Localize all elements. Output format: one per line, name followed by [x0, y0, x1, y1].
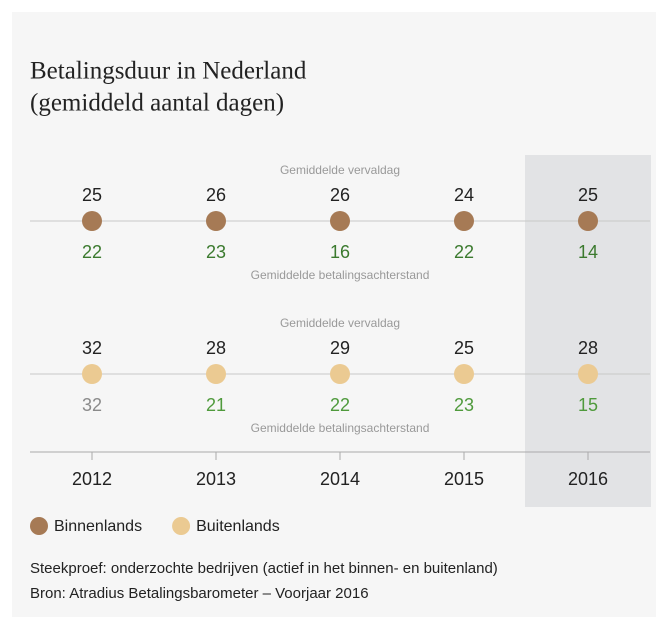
dot: [82, 211, 102, 231]
achterstand-label: 16: [330, 242, 350, 262]
legend-swatch: [172, 517, 191, 535]
lower-label: Gemiddelde betalingsachterstand: [251, 268, 430, 282]
achterstand-label: 22: [330, 395, 350, 415]
x-tick-label: 2016: [568, 469, 608, 489]
legend-label: Binnenlands: [54, 518, 142, 535]
x-tick-label: 2015: [444, 469, 484, 489]
note: Bron: Atradius Betalingsbarometer – Voor…: [30, 585, 369, 602]
upper-label: Gemiddelde vervaldag: [280, 316, 400, 330]
legend-swatch: [30, 517, 48, 535]
lower-label: Gemiddelde betalingsachterstand: [251, 421, 430, 435]
achterstand-label: 23: [454, 395, 474, 415]
dot: [454, 364, 474, 384]
vervaldag-label: 28: [578, 338, 598, 358]
dot: [330, 211, 350, 231]
achterstand-label: 23: [206, 242, 226, 262]
chart-subtitle: (gemiddeld aantal dagen): [30, 90, 284, 117]
x-tick-label: 2014: [320, 469, 360, 489]
vervaldag-label: 24: [454, 185, 474, 205]
vervaldag-label: 26: [330, 185, 350, 205]
vervaldag-label: 26: [206, 185, 226, 205]
x-tick-label: 2013: [196, 469, 236, 489]
dot: [330, 364, 350, 384]
dot: [578, 211, 598, 231]
legend-label: Buitenlands: [196, 518, 280, 535]
vervaldag-label: 25: [82, 185, 102, 205]
vervaldag-label: 25: [454, 338, 474, 358]
achterstand-label: 14: [578, 242, 598, 262]
dot: [454, 211, 474, 231]
achterstand-label: 32: [82, 395, 102, 415]
achterstand-label: 22: [454, 242, 474, 262]
vervaldag-label: 32: [82, 338, 102, 358]
vervaldag-label: 29: [330, 338, 350, 358]
achterstand-label: 22: [82, 242, 102, 262]
achterstand-label: 15: [578, 395, 598, 415]
vervaldag-label: 28: [206, 338, 226, 358]
note: Steekproef: onderzochte bedrijven (actie…: [30, 560, 498, 577]
upper-label: Gemiddelde vervaldag: [280, 163, 400, 177]
chart-title: Betalingsduur in Nederland: [30, 58, 307, 85]
dot: [206, 211, 226, 231]
achterstand-label: 21: [206, 395, 226, 415]
dot: [578, 364, 598, 384]
x-tick-label: 2012: [72, 469, 112, 489]
dot: [206, 364, 226, 384]
vervaldag-label: 25: [578, 185, 598, 205]
dot: [82, 364, 102, 384]
